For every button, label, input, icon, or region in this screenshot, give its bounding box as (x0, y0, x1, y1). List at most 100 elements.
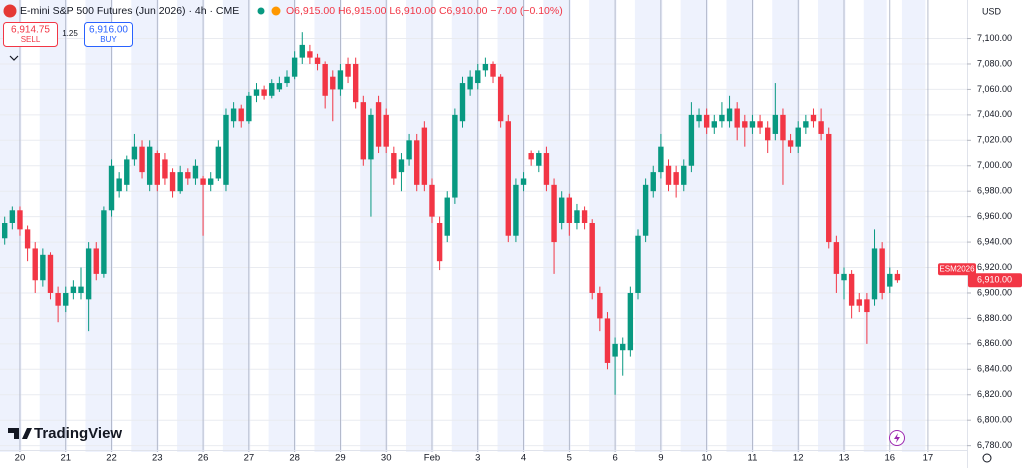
candle-body (543, 153, 550, 185)
x-tick-label: 20 (15, 453, 26, 464)
x-tick-label: 3 (475, 453, 480, 464)
y-tick-label: 6,800.00 (977, 415, 1012, 425)
session-band (0, 0, 22, 452)
chart-title: E-mini S&P 500 Futures (Jun 2026) · 4h ·… (20, 5, 239, 17)
candle-body (848, 273, 855, 306)
candle-body (528, 153, 534, 160)
candle-body (467, 76, 473, 90)
collapse-chevron[interactable] (9, 55, 19, 61)
session-band (818, 0, 846, 452)
candle-body (406, 140, 412, 160)
x-tick-label: 29 (335, 453, 346, 464)
price-tag (968, 273, 1022, 288)
candle-body (558, 197, 565, 224)
session-band (314, 0, 342, 452)
candle-body (871, 248, 878, 300)
y-tick-label: 7,060.00 (977, 84, 1012, 94)
candle-body (177, 172, 183, 192)
candle-body (818, 121, 824, 134)
buy-price: 6,916.00 (89, 25, 128, 36)
y-tick-label: 6,840.00 (977, 364, 1012, 374)
y-tick-label: 7,020.00 (977, 135, 1012, 145)
candle-body (475, 70, 481, 84)
candle-body (627, 292, 634, 351)
session-band (901, 0, 926, 452)
candle-body (780, 114, 786, 141)
candle-body (734, 108, 740, 128)
x-tick-label: 23 (152, 453, 163, 464)
candle-body (856, 299, 862, 306)
candle-body (719, 114, 725, 122)
settings-icon[interactable] (982, 453, 992, 463)
candle-body (215, 146, 222, 179)
candle-body (421, 127, 428, 185)
candle-body (261, 89, 267, 96)
candle-body (833, 242, 840, 274)
buy-button[interactable] (84, 22, 133, 47)
candle-body (452, 114, 458, 198)
session-band (131, 0, 159, 452)
price-tag-text: 6,910.00 (977, 275, 1012, 285)
candle-body (597, 292, 603, 319)
x-tick-label: 27 (244, 453, 255, 464)
candle-body (887, 273, 893, 287)
candle-body (826, 133, 832, 243)
candle-body (238, 108, 244, 122)
candle-body (398, 159, 405, 173)
session-band (222, 0, 251, 452)
brand-logo (8, 428, 32, 439)
candle-body (208, 178, 214, 185)
brand-name: TradingView (34, 425, 122, 442)
candle-body (658, 146, 664, 173)
candle-body (284, 76, 290, 84)
candle-body (276, 83, 283, 90)
candle-body (803, 121, 809, 128)
y-tick-label: 6,920.00 (977, 262, 1012, 272)
candle-body (2, 223, 8, 239)
candle-body (841, 273, 847, 281)
sell-button[interactable] (3, 22, 58, 47)
candle-body (230, 108, 237, 122)
symbol-tag-text: ESM2026 (939, 264, 975, 273)
session-band (268, 0, 297, 452)
candle-body (894, 273, 901, 281)
y-tick-label: 6,880.00 (977, 313, 1012, 323)
session-band (177, 0, 205, 452)
candle-body (703, 114, 710, 128)
session-band (360, 0, 388, 452)
candle-body (459, 83, 466, 122)
candle-body (101, 210, 107, 274)
y-tick-label: 6,780.00 (977, 440, 1012, 450)
candle-body (85, 248, 92, 300)
y-tick-label: 7,000.00 (977, 160, 1012, 170)
candle-body (192, 165, 199, 179)
ohlc-text: O6,915.00 H6,915.00 L6,910.00 C6,910.00 … (286, 5, 563, 17)
candle-body (795, 127, 801, 147)
candle-body (345, 63, 351, 77)
candle-body (375, 102, 382, 147)
x-tick-label: 11 (748, 453, 758, 464)
candle-body (360, 102, 367, 160)
y-tick-label: 6,820.00 (977, 389, 1012, 399)
x-tick-label: 10 (701, 453, 712, 464)
candle-body (314, 57, 321, 64)
candle-body (70, 286, 77, 293)
candle-body (574, 210, 580, 224)
candle-body (223, 114, 229, 185)
session-band (772, 0, 800, 452)
candle-body (635, 235, 641, 293)
candle-body (742, 121, 748, 128)
x-tick-label: 6 (612, 453, 617, 464)
y-tick-label: 6,980.00 (977, 186, 1012, 196)
session-band (451, 0, 480, 452)
x-tick-label: 28 (289, 453, 300, 464)
candle-body (673, 172, 679, 185)
x-tick-label: 13 (839, 453, 850, 464)
candle-body (650, 172, 656, 192)
candle-body (589, 223, 595, 293)
candle-body (93, 248, 99, 274)
candle-body (352, 63, 359, 103)
candle-body (108, 165, 115, 211)
candle-body (513, 184, 519, 236)
